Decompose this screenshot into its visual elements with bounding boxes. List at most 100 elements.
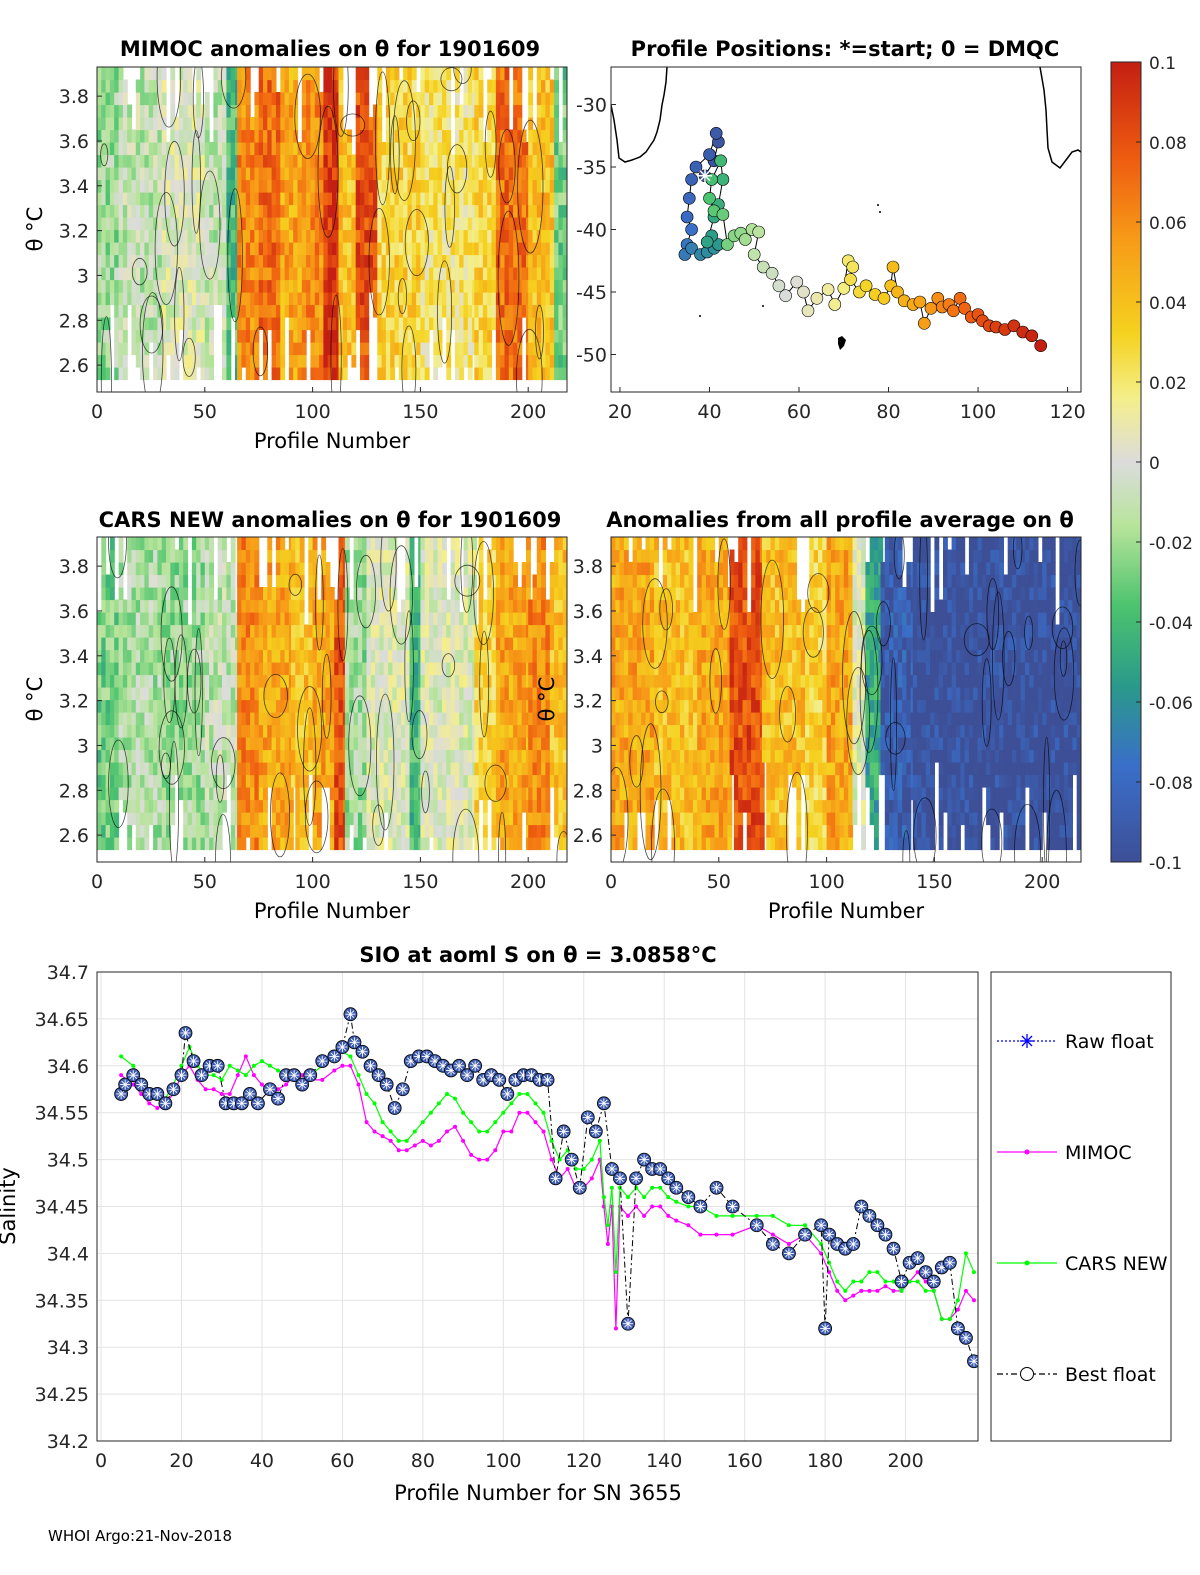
mimoc-cell [347,217,352,231]
mimoc-cell [342,292,348,306]
cars-cell [271,699,277,713]
mimoc-cell [549,354,555,368]
cars-cell [222,537,227,551]
cars-cell [500,774,506,788]
mimoc-cell [319,142,324,156]
mimoc-cell [495,154,501,168]
mimoc-cell [267,179,273,193]
cars-cell [349,787,355,801]
mimoc-cell [230,242,236,256]
cars-cell [375,824,380,838]
mimoc-cell [532,192,538,206]
cars-cell [433,749,439,763]
cars-cell [166,799,171,813]
mimoc-cell [237,129,242,143]
cars-cell [267,749,273,763]
mimoc-cell [230,142,236,156]
cars-cell [383,737,389,751]
cars-cell [401,799,406,813]
mimoc-cell [301,217,307,231]
mimoc-cell [280,267,286,281]
cars-cell [97,787,102,801]
mimoc-cell [157,329,163,343]
mimoc-cell [144,317,150,331]
cars-cell [487,612,493,626]
mimoc-contour [516,328,543,392]
cars-cell [131,649,137,663]
cars-cell [392,687,398,701]
cars-cell [122,612,128,626]
mimoc-cell [390,267,396,281]
cars-cell [135,824,141,838]
cars-cell [405,574,411,588]
mimoc-cell [554,192,559,206]
mimoc-cell [284,104,290,118]
mimoc-cell [140,267,145,281]
mimoc-cell [170,304,176,318]
mimoc-cell [467,242,473,256]
cars-cell [442,837,447,851]
mimoc-cell [521,167,527,181]
cars-cell [148,649,154,663]
mimoc-cell [280,217,286,231]
mimoc-cell [191,354,197,368]
cars-cell [383,724,389,738]
cars-cell [280,624,286,638]
mimoc-cell [459,229,465,243]
cars-cell [504,687,510,701]
cars-cell [280,549,286,563]
mimoc-cell [310,154,316,168]
cars-cell [144,674,150,688]
mimoc-cell [109,154,115,168]
mimoc-cell [245,104,251,118]
cars-cell [280,787,286,801]
mimoc-cell [467,217,473,231]
cars-cell [392,574,398,588]
mimoc-cell [407,329,413,343]
mimoc-cell [407,217,413,231]
cars-cell [291,537,296,551]
cars-cell [237,624,242,638]
cars-cell [334,749,340,763]
cars-cell [153,787,158,801]
mimoc-cell [280,79,286,93]
mimoc-cell [424,367,430,381]
cars-cell [109,649,115,663]
cars-cell [472,599,477,613]
cars-cell [344,537,350,551]
cars-cell [429,549,434,563]
mimoc-cell [332,79,337,93]
cars-cell [401,712,406,726]
mimoc-cell [394,292,400,306]
mimoc-cell [327,204,333,218]
cars-cell [209,549,214,563]
cars-cell [413,624,419,638]
cars-cell [200,799,206,813]
cars-cell [196,712,202,726]
mimoc-cell [314,329,320,343]
mimoc-cell [187,367,193,381]
cars-cell [437,812,443,826]
cars-cell [237,724,242,738]
mimoc-cell [495,179,501,193]
cars-cell [153,724,158,738]
mimoc-cell [250,117,255,131]
cars-cell [109,612,115,626]
cars-cell [241,662,247,676]
cars-cell [97,612,102,626]
cars-cell [144,699,150,713]
mimoc-cell [306,154,311,168]
cars-cell [504,737,510,751]
mimoc-cell [338,67,344,81]
mimoc-cell [504,154,510,168]
cars-cell [487,662,493,676]
mimoc-cell [474,329,480,343]
cars-cell [135,574,141,588]
mimoc-cell [174,317,180,331]
cars-cell [437,699,443,713]
mimoc-cell [267,104,273,118]
mimoc-cell [360,142,365,156]
mimoc-cell [245,354,251,368]
mimoc-cell [144,117,150,131]
cars-cell [284,712,290,726]
